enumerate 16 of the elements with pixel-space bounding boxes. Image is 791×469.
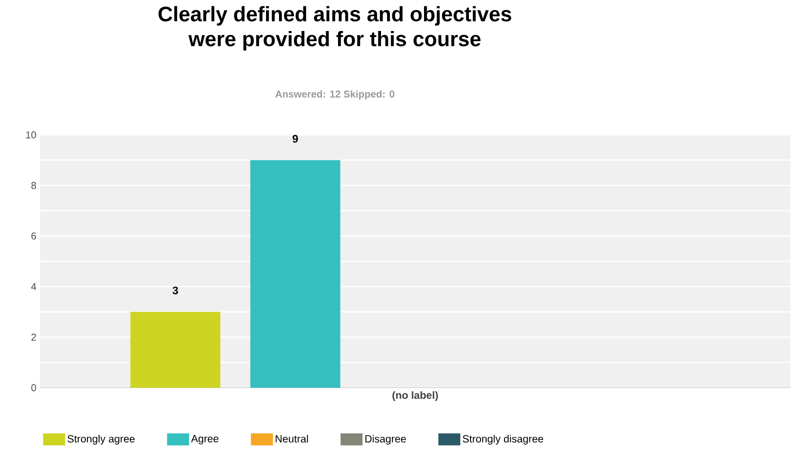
y-tick-label: 4	[31, 283, 36, 290]
x-tick-label: (no label)	[392, 391, 438, 402]
y-tick-label: 10	[26, 132, 36, 139]
legend-label: Strongly agree	[68, 435, 135, 445]
legend-label: Strongly disagree	[462, 435, 544, 445]
chart-title: Clearly defined aims and objectives were provided for this course	[158, 6, 512, 51]
data-label: 9	[292, 135, 298, 143]
y-tick-label: 2	[31, 334, 36, 341]
y-tick-label: 0	[31, 384, 36, 392]
y-tick-label: 8	[31, 182, 36, 190]
legend-label: Disagree	[365, 435, 406, 445]
chart-subtitle: Answered: 12 Skipped: 0	[275, 90, 394, 100]
y-tick-label: 6	[31, 232, 36, 240]
legend-label: Neutral	[276, 435, 308, 443]
data-label: 3	[172, 286, 178, 295]
legend-label: Agree	[191, 435, 218, 445]
